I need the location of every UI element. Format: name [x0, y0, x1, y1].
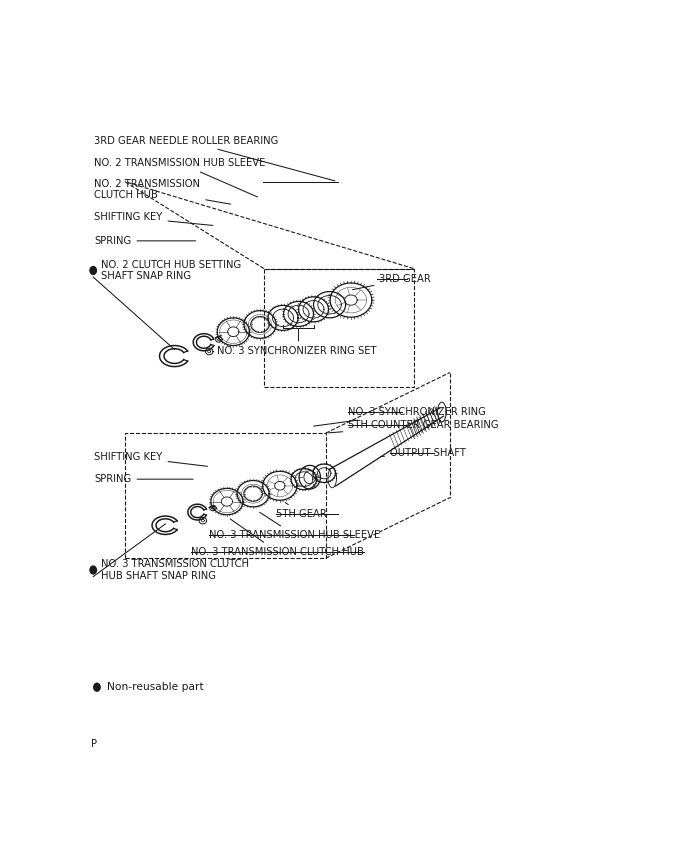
Text: SHIFTING KEY: SHIFTING KEY	[95, 212, 213, 226]
Text: 3RD GEAR NEEDLE ROLLER BEARING: 3RD GEAR NEEDLE ROLLER BEARING	[95, 136, 335, 181]
Text: NO. 3 SYNCHRONIZER RING SET: NO. 3 SYNCHRONIZER RING SET	[217, 339, 377, 357]
Text: Non-reusable part: Non-reusable part	[106, 682, 204, 693]
Text: SPRING: SPRING	[95, 475, 193, 484]
Text: 3RD GEAR: 3RD GEAR	[353, 274, 431, 290]
Text: 5TH COUNTER GEAR BEARING: 5TH COUNTER GEAR BEARING	[328, 420, 499, 433]
Text: P: P	[90, 740, 97, 750]
Text: NO. 2 CLUTCH HUB SETTING
SHAFT SNAP RING: NO. 2 CLUTCH HUB SETTING SHAFT SNAP RING	[101, 260, 242, 281]
Text: NO. 3 TRANSMISSION HUB SLEEVE: NO. 3 TRANSMISSION HUB SLEEVE	[209, 512, 380, 540]
Text: SHIFTING KEY: SHIFTING KEY	[95, 451, 208, 466]
Text: SPRING: SPRING	[95, 236, 196, 246]
Text: NO. 2 TRANSMISSION HUB SLEEVE: NO. 2 TRANSMISSION HUB SLEEVE	[95, 158, 266, 197]
Circle shape	[90, 566, 97, 574]
Circle shape	[90, 267, 97, 274]
Text: NO. 3 TRANSMISSION CLUTCH HUB: NO. 3 TRANSMISSION CLUTCH HUB	[190, 519, 364, 557]
Circle shape	[94, 683, 100, 691]
Text: 5TH GEAR: 5TH GEAR	[276, 503, 327, 519]
Text: NO. 2 TRANSMISSION
CLUTCH HUB: NO. 2 TRANSMISSION CLUTCH HUB	[95, 179, 230, 204]
Text: NO. 3 TRANSMISSION CLUTCH
HUB SHAFT SNAP RING: NO. 3 TRANSMISSION CLUTCH HUB SHAFT SNAP…	[101, 559, 249, 581]
Text: NO. 3 SYNCHRONIZER RING: NO. 3 SYNCHRONIZER RING	[313, 407, 486, 426]
Text: OUTPUT SHAFT: OUTPUT SHAFT	[380, 448, 466, 457]
